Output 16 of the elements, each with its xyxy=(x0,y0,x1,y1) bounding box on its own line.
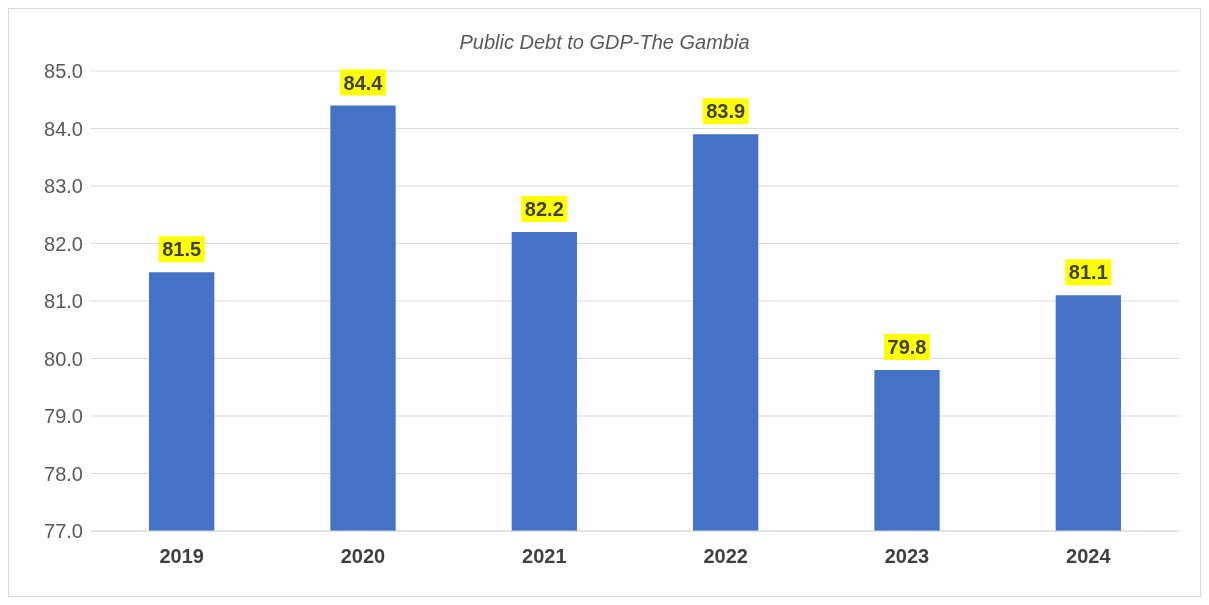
x-tick-label: 2024 xyxy=(1066,545,1112,568)
x-tick-label: 2022 xyxy=(703,545,748,568)
y-tick-label: 80.0 xyxy=(44,347,83,370)
y-tick-label: 78.0 xyxy=(44,462,83,485)
y-tick-label: 81.0 xyxy=(44,290,83,313)
x-tick-label: 2019 xyxy=(159,545,204,568)
y-tick-label: 77.0 xyxy=(44,520,83,543)
y-tick-label: 85.0 xyxy=(44,60,83,83)
y-tick-label: 82.0 xyxy=(44,232,83,255)
y-tick-label: 83.0 xyxy=(44,175,83,198)
x-tick-label: 2023 xyxy=(884,545,930,568)
chart-title: Public Debt to GDP-The Gambia xyxy=(458,30,751,55)
x-tick-label: 2020 xyxy=(340,545,386,568)
x-tick-label: 2021 xyxy=(522,545,567,568)
y-tick-label: 79.0 xyxy=(44,405,83,428)
y-tick-label: 84.0 xyxy=(44,117,83,140)
